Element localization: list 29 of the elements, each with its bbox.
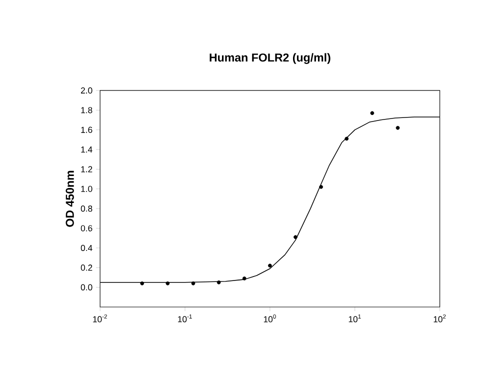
point <box>396 126 400 130</box>
x-tick-label: 10$^{1}$ <box>348 314 361 322</box>
y-tick-label: 1.6 <box>81 126 92 133</box>
y-tick-label: 0.8 <box>80 206 92 212</box>
x-tick-label: 10$^{2}$ <box>434 314 446 322</box>
y-axis-title: OD 450nm <box>66 170 74 227</box>
point <box>268 264 272 268</box>
x-tick-label: 10$^{-1}$ <box>178 314 192 322</box>
point <box>319 185 324 189</box>
point <box>191 282 196 286</box>
y-tick-label: 2.0 <box>80 87 92 94</box>
y-tick-label: 0.4 <box>80 244 92 252</box>
point <box>370 111 374 116</box>
x-tick-label: 10$^{0}$ <box>264 314 276 322</box>
point <box>294 235 298 240</box>
y-tick-label: 1.8 <box>81 107 92 114</box>
point <box>140 282 144 286</box>
point <box>344 136 349 141</box>
point <box>242 276 246 280</box>
y-tick-label: 1.0 <box>81 186 92 192</box>
y-tick-label: 0.0 <box>80 284 92 290</box>
y-tick-label: 0.2 <box>80 264 92 271</box>
point <box>166 282 170 286</box>
x-tick-label: 10$^{-2}$ <box>93 314 107 322</box>
y-tick-label: 1.4 <box>81 146 92 153</box>
point <box>216 280 221 284</box>
chart-title: Human FOLR2 (ug/ml) <box>210 53 330 64</box>
y-tick-label: 1.2 <box>81 166 92 172</box>
y-tick-label: 0.6 <box>80 225 92 232</box>
